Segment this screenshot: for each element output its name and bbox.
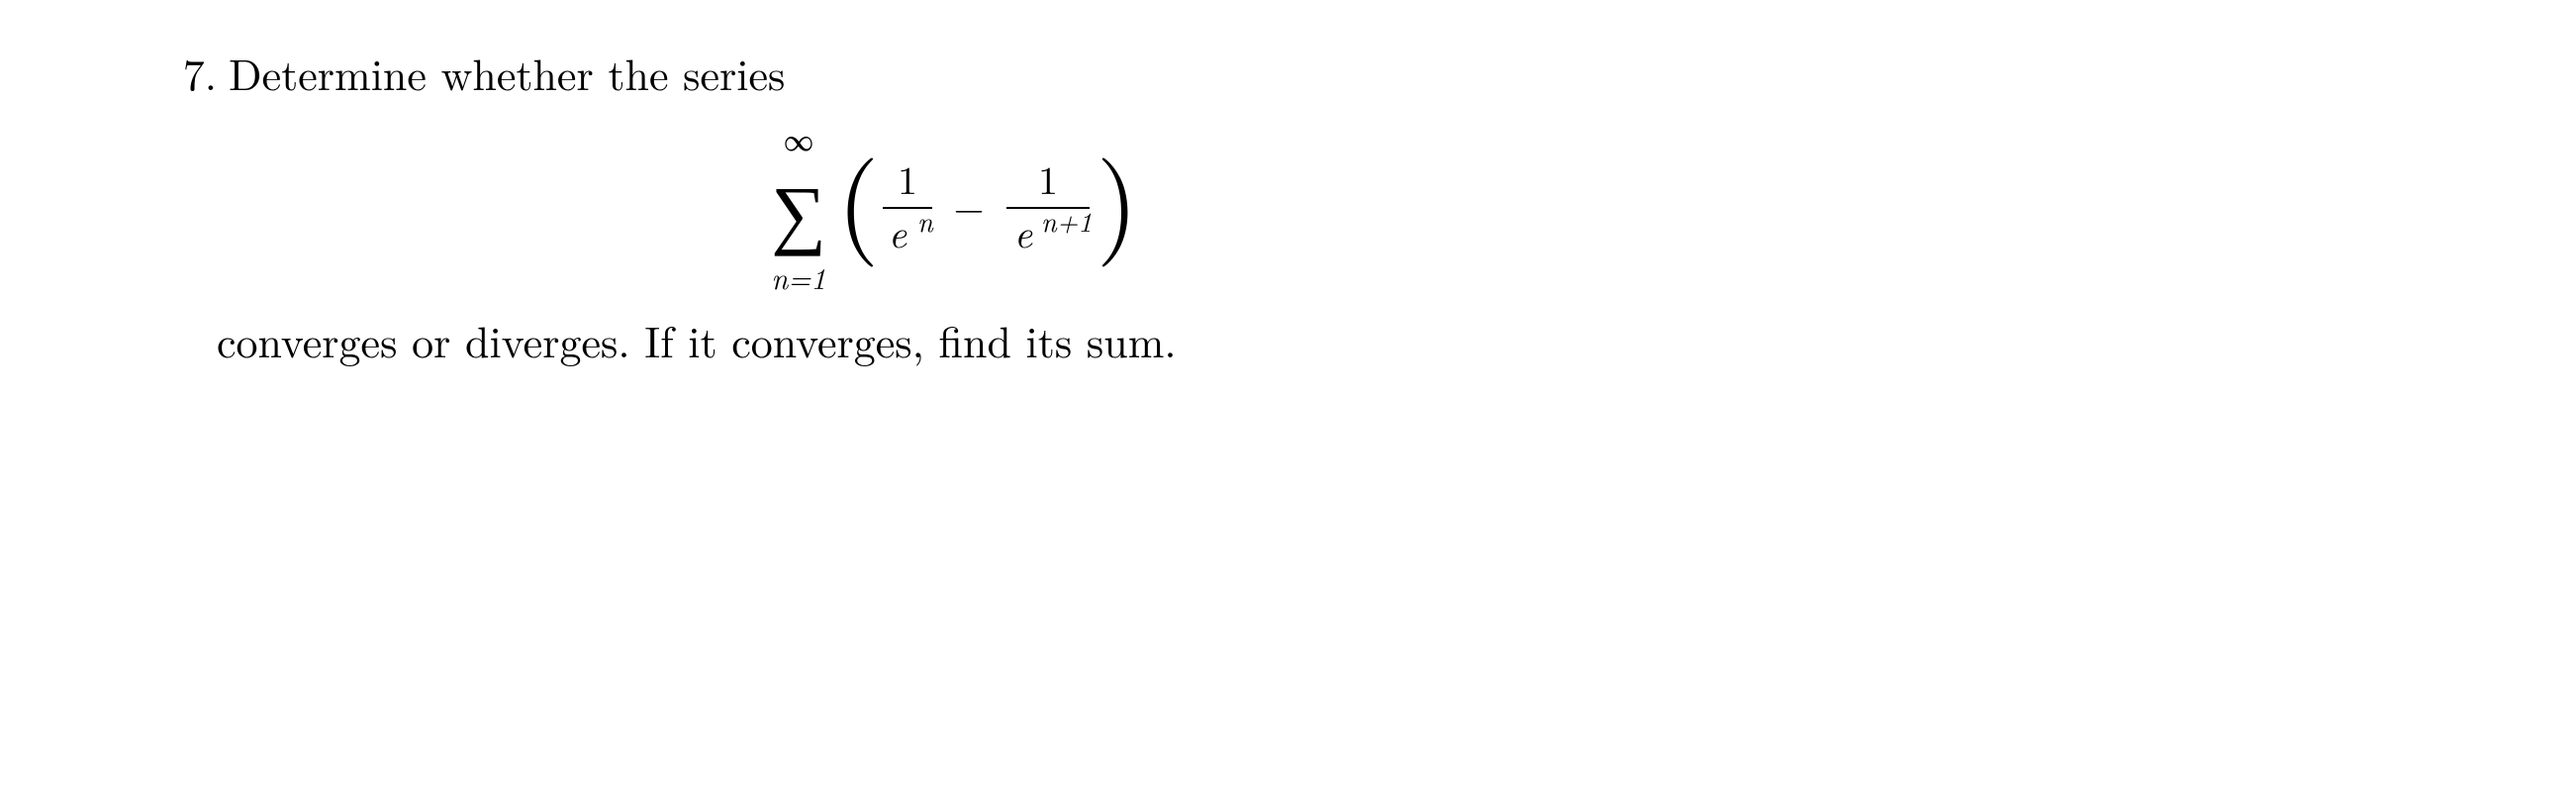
problem-7: 7. Determine whether the series ∞ ∑ n=1 … [162,42,2419,369]
frac1-den-base: e [889,203,907,259]
frac1-den-exp: n [917,201,934,241]
frac2-numerator: 1 [1038,149,1058,206]
frac2-den-exp: n+1 [1041,201,1093,241]
equation-svg: ∞ ∑ n=1 ( 1 e n − 1 e [751,123,1187,301]
minus-sign: − [953,177,984,234]
problem-text-after: converges or diverges. If it converges, … [217,309,2419,370]
sum-lower-bound: n=1 [771,255,825,298]
page: 7. Determine whether the series ∞ ∑ n=1 … [0,0,2576,797]
equation-block: ∞ ∑ n=1 ( 1 e n − 1 e [217,123,2419,301]
right-paren: ) [1097,123,1139,271]
left-paren: ( [837,123,880,271]
problem-text-before: Determine whether the series [229,42,785,103]
frac2-den-base: e [1014,203,1033,259]
sigma-symbol: ∑ [771,152,826,262]
frac1-numerator: 1 [898,149,917,206]
problem-number: 7. [162,42,229,103]
problem-first-line: 7. Determine whether the series [162,42,2419,103]
